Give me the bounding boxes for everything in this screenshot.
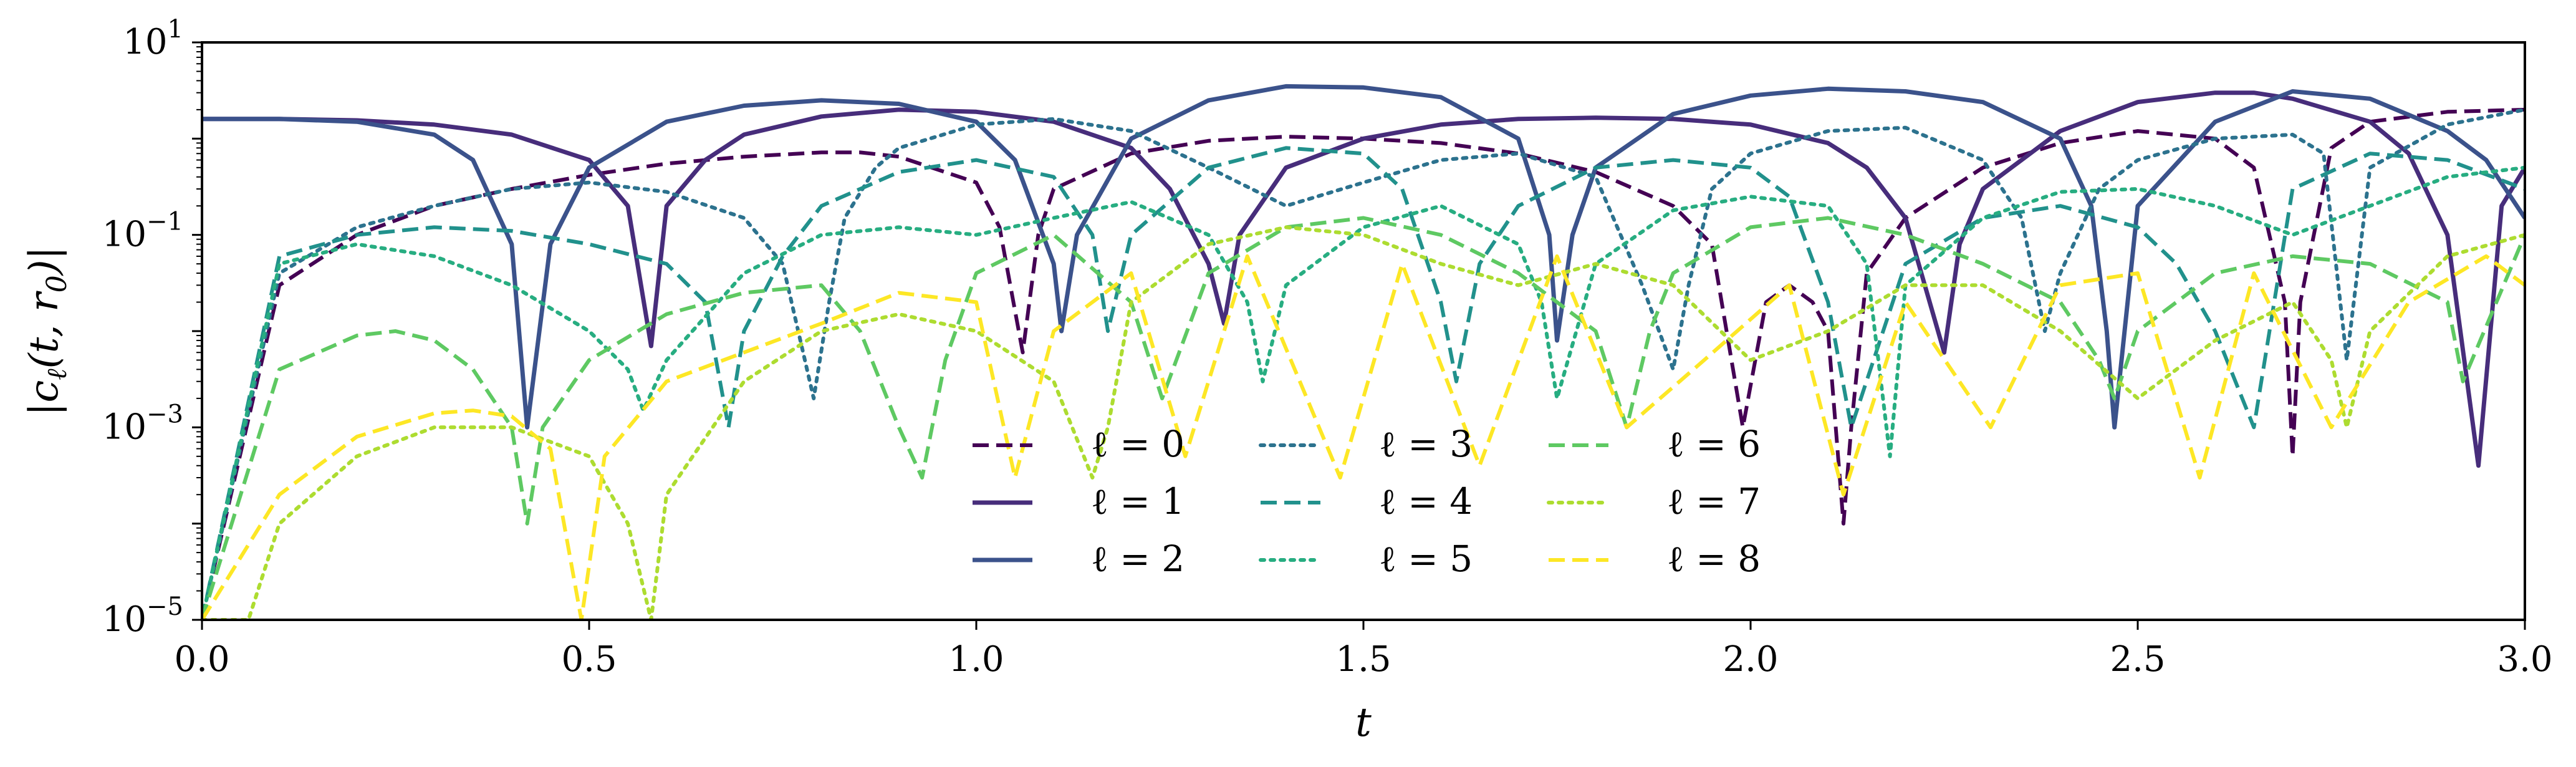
- x-tick-label: 0.5: [561, 639, 617, 680]
- series-line-l5: [202, 165, 2525, 620]
- series-line-l7: [202, 225, 2525, 620]
- x-tick-label: 3.0: [2497, 639, 2552, 680]
- x-tick-label: 2.0: [1723, 639, 1778, 680]
- legend-label-l8: ℓ = 8: [1667, 538, 1761, 580]
- legend-label-l4: ℓ = 4: [1379, 480, 1473, 523]
- x-tick-label: 1.0: [948, 639, 1004, 680]
- series-line-l3: [202, 107, 2525, 620]
- y-tick-label: 10−3: [102, 400, 183, 447]
- legend-label-l5: ℓ = 5: [1379, 538, 1473, 580]
- y-tick-label: 10−1: [102, 208, 183, 255]
- x-axis-label: t: [1355, 700, 1372, 746]
- series-line-l8: [202, 254, 2525, 620]
- legend-label-l1: ℓ = 1: [1091, 480, 1185, 523]
- legend-label-l6: ℓ = 6: [1667, 423, 1761, 465]
- legend: ℓ = 0 ℓ = 1 ℓ = 2 ℓ = 3 ℓ = 4 ℓ = 5 ℓ = 6 ℓ = 7…: [973, 423, 1761, 580]
- x-tick-label: 1.5: [1335, 639, 1391, 680]
- plot-frame: [201, 41, 2526, 621]
- legend-label-l0: ℓ = 0: [1091, 423, 1185, 465]
- ticks-layer: 0.0 0.5 1.0 1.5 2.0 2.5 3.0 10−5 10−3 10−1 101: [102, 15, 2553, 680]
- y-axis-label: |cℓ(t, r0)|: [21, 246, 73, 416]
- series-line-l6: [202, 216, 2525, 620]
- x-tick-label: 2.5: [2110, 639, 2165, 680]
- series-layer: [202, 84, 2525, 620]
- series-line-l2: [202, 84, 2525, 430]
- series-line-l0: [202, 107, 2525, 620]
- legend-label-l7: ℓ = 7: [1667, 480, 1761, 523]
- series-line-l1: [202, 90, 2525, 468]
- legend-label-l2: ℓ = 2: [1091, 538, 1185, 580]
- y-tick-label: 10−5: [102, 592, 183, 640]
- legend-label-l3: ℓ = 3: [1379, 423, 1473, 465]
- y-tick-label: 101: [123, 15, 183, 62]
- x-tick-label: 0.0: [174, 639, 229, 680]
